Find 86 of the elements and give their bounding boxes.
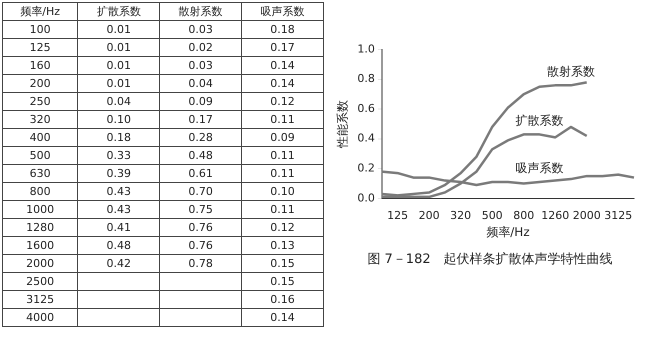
data-label: 0.12 bbox=[242, 92, 324, 110]
data-label: 0.10 bbox=[242, 182, 324, 200]
data-label: 0.42 bbox=[78, 254, 160, 272]
data-label: 0.61 bbox=[160, 164, 242, 182]
data-label: 0.14 bbox=[242, 74, 324, 92]
category-label: 250 bbox=[2, 92, 78, 110]
category-label: 2000 bbox=[2, 254, 78, 272]
data-label: 0.17 bbox=[242, 38, 324, 56]
data-label: 0.03 bbox=[160, 20, 242, 38]
category-label: 2500 bbox=[2, 272, 78, 290]
data-label: 0.01 bbox=[78, 56, 160, 74]
text: 扩散系数 bbox=[78, 2, 160, 20]
series-label: 扩散系数 bbox=[515, 113, 564, 128]
x-tick-label: 320 bbox=[450, 208, 472, 222]
category-label: 125 bbox=[2, 38, 78, 56]
data-label: 0.43 bbox=[78, 200, 160, 218]
data-label: 0.48 bbox=[78, 236, 160, 254]
data-label: 0.16 bbox=[242, 290, 324, 308]
data-label: 0.78 bbox=[160, 254, 242, 272]
text: 吸声系数 bbox=[242, 2, 324, 20]
data-label: 0.01 bbox=[78, 20, 160, 38]
data-label: 0.70 bbox=[160, 182, 242, 200]
data-label: 0.17 bbox=[160, 110, 242, 128]
data-label: 0.01 bbox=[78, 38, 160, 56]
x-axis-title: 频率/Hz bbox=[486, 224, 530, 239]
data-label: 0.28 bbox=[160, 128, 242, 146]
data-label: 0.11 bbox=[242, 164, 324, 182]
y-tick-label: 0.8 bbox=[357, 72, 375, 86]
text: 散射系数 bbox=[160, 2, 242, 20]
data-label: 0.76 bbox=[160, 218, 242, 236]
data-label: 0.15 bbox=[242, 272, 324, 290]
data-label: 0.10 bbox=[78, 110, 160, 128]
category-label: 500 bbox=[2, 146, 78, 164]
series-label: 散射系数 bbox=[546, 64, 595, 78]
data-label: 0.11 bbox=[242, 110, 324, 128]
data-label: 0.11 bbox=[242, 200, 324, 218]
data-label: 0.04 bbox=[160, 74, 242, 92]
category-label: 400 bbox=[2, 128, 78, 146]
category-label: 3125 bbox=[2, 290, 78, 308]
text: 频率/Hz bbox=[2, 2, 78, 20]
y-tick-label: 0.2 bbox=[357, 162, 375, 174]
x-tick-label: 125 bbox=[387, 208, 408, 222]
y-tick-label: 0.6 bbox=[357, 102, 375, 115]
data-label: 0.18 bbox=[78, 128, 160, 146]
category-label: 800 bbox=[2, 182, 78, 200]
data-label: 0.76 bbox=[160, 236, 242, 254]
data-label: 0.04 bbox=[78, 92, 160, 110]
category-label: 160 bbox=[2, 56, 78, 74]
y-tick-label: 0.4 bbox=[357, 132, 375, 145]
y-tick-label: 0.0 bbox=[357, 191, 375, 204]
data-label: 0.41 bbox=[78, 218, 160, 236]
data-label: 0.01 bbox=[78, 74, 160, 92]
category-label: 4000 bbox=[2, 308, 78, 326]
category-label: 100 bbox=[2, 20, 78, 38]
data-label: 0.75 bbox=[160, 200, 242, 218]
data-label: 0.15 bbox=[242, 254, 324, 272]
data-label: 0.39 bbox=[78, 164, 160, 182]
data-label: 0.33 bbox=[78, 146, 160, 164]
category-label: 320 bbox=[2, 110, 78, 128]
data-label: 0.13 bbox=[242, 236, 324, 254]
x-tick-label: 800 bbox=[513, 208, 534, 222]
data-label: 0.48 bbox=[160, 146, 242, 164]
y-tick-label: 1.0 bbox=[357, 42, 375, 56]
data-label: 0.43 bbox=[78, 182, 160, 200]
y-axis-title: 性能系数 bbox=[335, 100, 350, 149]
data-label: 0.11 bbox=[242, 146, 324, 164]
category-label: 1280 bbox=[2, 218, 78, 236]
x-tick-label: 500 bbox=[482, 208, 503, 222]
category-label: 1600 bbox=[2, 236, 78, 254]
data-label: 0.09 bbox=[160, 92, 242, 110]
category-label: 1000 bbox=[2, 200, 78, 218]
series-label: 吸声系数 bbox=[515, 161, 564, 176]
x-tick-label: 2000 bbox=[572, 208, 601, 222]
data-label: 0.14 bbox=[242, 308, 324, 326]
data-label: 0.14 bbox=[242, 56, 324, 74]
data-label: 0.12 bbox=[242, 218, 324, 236]
data-label: 0.02 bbox=[160, 38, 242, 56]
data-label: 0.03 bbox=[160, 56, 242, 74]
category-label: 630 bbox=[2, 164, 78, 182]
caption: 图 7－182 起伏样条扩散体声学特性曲线 bbox=[366, 251, 614, 268]
data-label: 0.09 bbox=[242, 128, 324, 146]
x-tick-label: 1260 bbox=[541, 208, 570, 222]
x-tick-label: 3125 bbox=[604, 208, 632, 222]
data-label: 0.18 bbox=[242, 20, 324, 38]
x-tick-label: 200 bbox=[418, 208, 440, 222]
category-label: 200 bbox=[2, 74, 78, 92]
